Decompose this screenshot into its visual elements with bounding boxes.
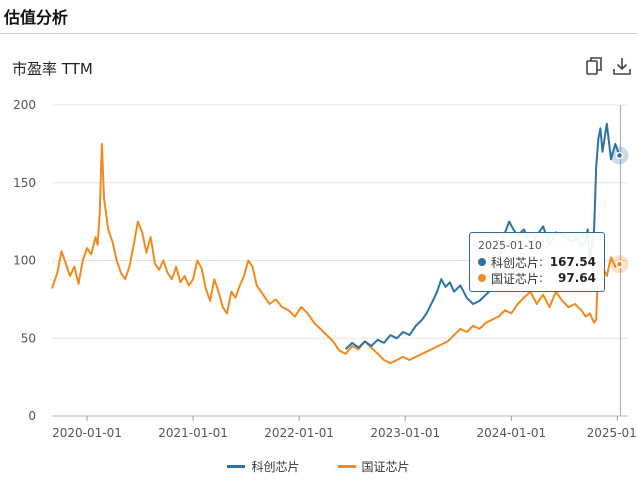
hover-point [615, 151, 624, 160]
tooltip-dot-icon [478, 274, 486, 282]
legend-swatch-icon [337, 465, 356, 468]
download-icon[interactable] [612, 56, 632, 76]
legend-item-guozheng[interactable]: 国证芯片 [337, 458, 410, 475]
series-line-guozheng [51, 142, 621, 365]
tooltip-series-name: 国证芯片 [491, 271, 540, 286]
y-tick-label: 100 [13, 254, 36, 268]
y-tick-label: 0 [28, 409, 36, 423]
legend-swatch-icon [227, 465, 246, 468]
tooltip-row-guozheng: 国证芯片: 97.64 [478, 270, 596, 286]
tooltip-row-kechuang: 科创芯片: 167.54 [478, 254, 596, 270]
x-tick-label: 2024-01-01 [476, 426, 546, 440]
legend-label: 科创芯片 [251, 460, 300, 474]
y-tick-label: 200 [13, 98, 36, 112]
section-title: 估值分析 [4, 8, 69, 27]
legend-item-kechuang[interactable]: 科创芯片 [227, 458, 300, 475]
tooltip-series-value: 167.54 [549, 255, 596, 269]
x-tick-label: 2023-01-01 [370, 426, 440, 440]
legend: 科创芯片 国证芯片 [0, 458, 637, 475]
y-tick-label: 50 [21, 331, 36, 345]
x-tick-label: 2021-01-01 [158, 426, 228, 440]
tooltip-series-name: 科创芯片 [491, 255, 540, 270]
x-tick-label: 2025-01... [587, 426, 637, 440]
legend-label: 国证芯片 [361, 460, 410, 474]
tooltip: 2025-01-10 科创芯片: 167.54 国证芯片: 97.64 [469, 232, 605, 292]
chart-title: 市盈率 TTM [12, 60, 93, 78]
hover-point [615, 260, 624, 268]
divider [0, 33, 637, 34]
tooltip-series-value: 97.64 [558, 271, 596, 285]
copy-icon[interactable] [584, 56, 604, 76]
x-tick-label: 2022-01-01 [264, 426, 334, 440]
y-tick-label: 150 [13, 176, 36, 190]
x-tick-label: 2020-01-01 [52, 426, 122, 440]
tooltip-dot-icon [478, 258, 486, 266]
tooltip-date: 2025-01-10 [478, 239, 542, 252]
